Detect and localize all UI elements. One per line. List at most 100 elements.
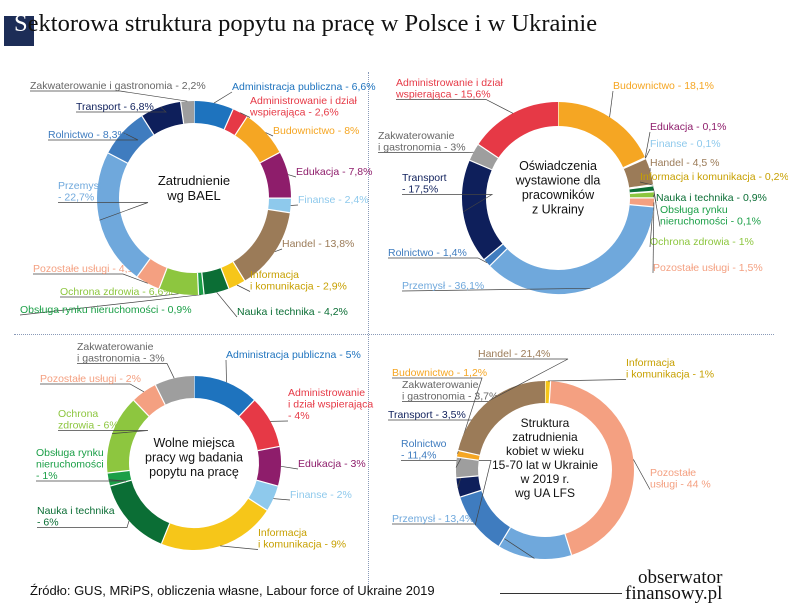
slice-informacja-i-komunikacja	[161, 497, 268, 550]
label-pozostale-uslugi: Pozostałe usługi - 4,1%	[33, 263, 143, 275]
slice-separator	[141, 115, 155, 136]
label-leader-line	[547, 379, 627, 382]
slice-separator	[458, 449, 480, 456]
label-pozostale-uslugi: Pozostałe usługi - 44 %	[650, 467, 711, 491]
slice-nauka-i-technika	[201, 267, 229, 295]
center-label-4: Struktura zatrudnienia kobiet w wieku 15-70…	[492, 416, 598, 500]
slice-separator	[489, 248, 508, 267]
label-ochrona-zdrowia: Ochrona zdrowia - 6,6%	[60, 286, 173, 298]
slice-budownictwo	[557, 102, 646, 169]
label-leader-line	[392, 377, 483, 454]
slice-separator	[232, 261, 246, 281]
slice-zakwaterowanie-i-gastronomia	[180, 100, 195, 124]
slice-handel	[232, 208, 290, 281]
label-nauka-i-technika: Nauka i technika - 4,2%	[237, 306, 348, 318]
label-transport: Transport - 17,5%	[402, 172, 447, 196]
slice-separator	[259, 151, 280, 164]
label-budownictwo: Budownictwo - 8%	[273, 125, 359, 137]
label-zakwaterowanie-i-gastronomia: Zakwaterowanie i gastronomia - 3%	[77, 341, 165, 365]
label-edukacja: Edukacja - 0,1%	[650, 121, 726, 133]
horizontal-divider	[14, 334, 774, 335]
slice-separator	[460, 489, 482, 498]
label-leader-line	[633, 459, 651, 490]
slice-separator	[248, 497, 268, 511]
label-leader-line	[644, 131, 651, 158]
slice-zakwaterowanie-i-gastronomia	[456, 457, 479, 478]
slice-separator	[456, 475, 479, 479]
center-label-2: Oświadczenia wystawione dla pracowników z U…	[515, 159, 601, 217]
donut-chart-2: Budownictwo - 18,1% Edukacja - 0,1% Finans…	[378, 77, 788, 294]
slice-separator	[257, 445, 280, 452]
publisher-logo: obserwator finansowy.pl	[625, 567, 723, 603]
label-leader-line	[76, 106, 167, 113]
slice-separator	[456, 456, 479, 461]
slice-przemysl	[97, 152, 151, 277]
label-leader-line	[396, 99, 514, 114]
label-zakwaterowanie-i-gastronomia: Zakwaterowanie i gastronomia - 2,2%	[30, 80, 206, 92]
slice-rolnictwo	[460, 489, 511, 547]
label-rolnictwo: Rolnictwo - 11,4%	[401, 438, 447, 462]
title-accent-box	[4, 16, 34, 46]
label-leader-line	[280, 465, 299, 470]
slice-separator	[154, 384, 166, 406]
slice-administracja-publiczna	[193, 101, 234, 130]
slice-pozostale-uslugi	[133, 385, 166, 417]
slice-obsluga-rynku-nieruchomosci	[107, 470, 132, 487]
label-leader-line	[77, 363, 175, 379]
label-przemysl: Przemysł - 22,7%	[58, 180, 102, 204]
title-first-letter: S	[14, 10, 28, 37]
slice-separator	[133, 399, 150, 417]
slice-separator	[256, 479, 279, 487]
label-przemysl: Przemysł - 13,4%	[392, 513, 474, 525]
label-administracja-publiczna: Administracja publiczna - 6,6%	[232, 81, 376, 93]
label-leader-line	[290, 204, 299, 206]
label-leader-line	[402, 194, 494, 213]
label-obsluga-rynku-nieruchomosci: Obsługa rynku nieruchomości - 0,9%	[20, 304, 192, 316]
slice-budownictwo	[234, 116, 280, 164]
label-leader-line	[58, 202, 149, 221]
label-leader-line	[287, 174, 297, 178]
slice-separator	[498, 527, 511, 547]
donut-chart-3: Administracja publiczna - 5% Administrowa…	[36, 341, 373, 551]
label-leader-line	[653, 191, 661, 227]
center-label-3: Wolne miejsca pracy wg badania popytu na p…	[145, 436, 243, 479]
label-leader-line	[652, 202, 655, 274]
slice-separator	[629, 204, 654, 208]
source-note: Źródło: GUS, MRiPS, obliczenia własne, L…	[30, 583, 435, 598]
label-transport: Transport - 6,8%	[76, 101, 154, 113]
logo-rule	[500, 593, 622, 594]
label-leader-line	[19, 294, 202, 316]
label-leader-line	[48, 131, 139, 141]
label-informacja-i-komunikacja: Informacja i komunikacja - 1%	[626, 357, 714, 381]
label-leader-line	[30, 90, 188, 102]
slice-separator	[268, 208, 290, 214]
label-ochrona-zdrowia: Ochrona zdrowia - 1%	[650, 236, 754, 248]
slice-separator	[136, 258, 151, 277]
label-leader-line	[273, 498, 291, 501]
label-informacja-i-komunikacja: Informacja i komunikacja - 0,2%	[640, 171, 788, 183]
slice-ochrona-zdrowia	[159, 267, 199, 295]
slice-transport	[456, 475, 482, 498]
label-budownictwo: Budownictwo - 18,1%	[613, 80, 714, 92]
slice-zakwaterowanie-i-gastronomia	[469, 144, 499, 170]
slice-transport	[141, 101, 185, 135]
slice-edukacja	[260, 152, 292, 199]
label-ochrona-zdrowia: Ochrona zdrowia - 6%	[58, 408, 119, 432]
label-finanse: Finanse - 2%	[290, 489, 352, 501]
donut-chart-1: Administracja publiczna - 6,6% Administro…	[19, 80, 376, 318]
slice-separator	[623, 158, 646, 170]
logo-line-1: obserwator	[638, 567, 723, 588]
slice-separator	[238, 399, 255, 417]
label-leader-line	[401, 460, 492, 526]
label-finanse: Finanse - 0,1%	[650, 138, 721, 150]
slice-ochrona-zdrowia	[107, 400, 150, 473]
slice-przemysl	[489, 204, 654, 294]
slice-budownictwo	[456, 450, 480, 461]
label-leader-line	[609, 90, 614, 118]
slice-separator	[629, 185, 654, 190]
slice-przemysl	[499, 527, 572, 559]
slice-separator	[220, 267, 230, 289]
label-leader-line	[236, 284, 251, 292]
